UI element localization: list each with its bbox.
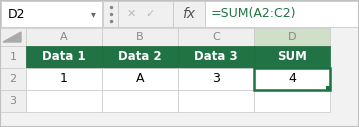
Text: ✕: ✕ — [126, 9, 136, 19]
Bar — [26, 46, 102, 68]
Bar — [103, 1, 118, 27]
Text: A: A — [60, 32, 68, 42]
Text: Data 1: Data 1 — [42, 51, 86, 64]
Bar — [102, 46, 178, 68]
Bar — [173, 1, 205, 27]
Bar — [254, 68, 330, 90]
Text: D2: D2 — [8, 7, 25, 20]
Bar — [0, 90, 26, 112]
Bar — [1, 1, 102, 27]
Bar — [205, 1, 358, 27]
Text: 2: 2 — [9, 74, 17, 84]
Bar — [178, 90, 254, 112]
Text: ▾: ▾ — [90, 10, 95, 20]
Bar — [326, 86, 330, 90]
Bar — [102, 90, 178, 112]
Bar — [102, 68, 178, 90]
Text: 1: 1 — [60, 73, 68, 85]
Text: 3: 3 — [9, 96, 17, 106]
Text: 1: 1 — [9, 52, 17, 62]
Text: fx: fx — [182, 7, 196, 21]
Polygon shape — [3, 32, 21, 42]
Bar — [0, 46, 26, 68]
Bar — [0, 28, 26, 46]
Bar — [254, 46, 330, 68]
Bar — [26, 90, 102, 112]
Text: Data 3: Data 3 — [194, 51, 238, 64]
Text: B: B — [136, 32, 144, 42]
Bar — [102, 28, 178, 46]
Bar — [0, 68, 26, 90]
Text: ✓: ✓ — [145, 9, 155, 19]
Text: A: A — [136, 73, 144, 85]
Text: SUM: SUM — [277, 51, 307, 64]
Bar — [178, 68, 254, 90]
Bar — [178, 28, 254, 46]
Bar — [254, 90, 330, 112]
Bar — [26, 68, 102, 90]
Text: Data 2: Data 2 — [118, 51, 162, 64]
Text: 3: 3 — [212, 73, 220, 85]
Text: =SUM(A2:C2): =SUM(A2:C2) — [211, 7, 297, 20]
Bar — [0, 28, 359, 127]
Text: 4: 4 — [288, 73, 296, 85]
Bar — [26, 28, 102, 46]
Text: C: C — [212, 32, 220, 42]
Bar — [118, 1, 173, 27]
Bar — [254, 28, 330, 46]
Text: D: D — [288, 32, 296, 42]
Bar — [178, 46, 254, 68]
